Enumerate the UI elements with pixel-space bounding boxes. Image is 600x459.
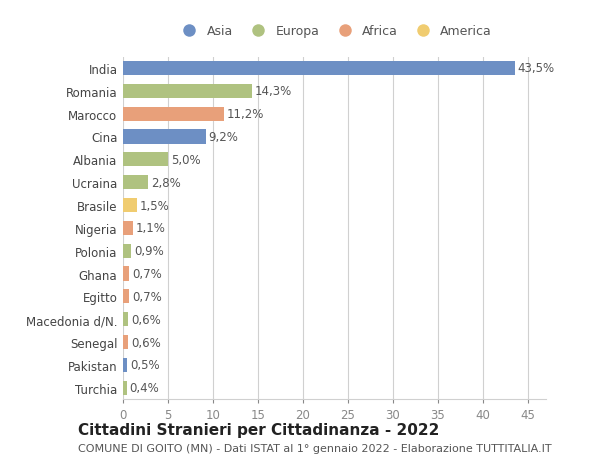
Bar — [123, 335, 128, 349]
Text: 0,5%: 0,5% — [130, 358, 160, 372]
Bar — [123, 290, 130, 304]
Text: 9,2%: 9,2% — [209, 131, 238, 144]
Text: 14,3%: 14,3% — [254, 85, 292, 98]
Bar — [123, 198, 137, 213]
Text: 0,7%: 0,7% — [132, 290, 162, 303]
Text: 1,5%: 1,5% — [139, 199, 169, 212]
Bar — [123, 221, 133, 235]
Legend: Asia, Europa, Africa, America: Asia, Europa, Africa, America — [175, 22, 494, 40]
Text: 0,7%: 0,7% — [132, 268, 162, 280]
Text: 11,2%: 11,2% — [227, 108, 264, 121]
Text: COMUNE DI GOITO (MN) - Dati ISTAT al 1° gennaio 2022 - Elaborazione TUTTITALIA.I: COMUNE DI GOITO (MN) - Dati ISTAT al 1° … — [78, 443, 551, 453]
Bar — [123, 130, 206, 144]
Text: 0,6%: 0,6% — [131, 313, 161, 326]
Text: 1,1%: 1,1% — [136, 222, 166, 235]
Bar — [123, 107, 224, 122]
Text: 0,4%: 0,4% — [130, 381, 159, 394]
Text: 0,9%: 0,9% — [134, 245, 164, 257]
Bar — [123, 267, 130, 281]
Text: 43,5%: 43,5% — [517, 62, 554, 75]
Bar — [123, 313, 128, 327]
Bar — [123, 381, 127, 395]
Bar — [123, 358, 127, 372]
Bar — [123, 84, 252, 99]
Bar — [123, 153, 168, 167]
Bar — [123, 62, 515, 76]
Bar — [123, 244, 131, 258]
Bar — [123, 176, 148, 190]
Text: Cittadini Stranieri per Cittadinanza - 2022: Cittadini Stranieri per Cittadinanza - 2… — [78, 422, 439, 437]
Text: 5,0%: 5,0% — [170, 153, 200, 167]
Text: 0,6%: 0,6% — [131, 336, 161, 349]
Text: 2,8%: 2,8% — [151, 176, 181, 189]
